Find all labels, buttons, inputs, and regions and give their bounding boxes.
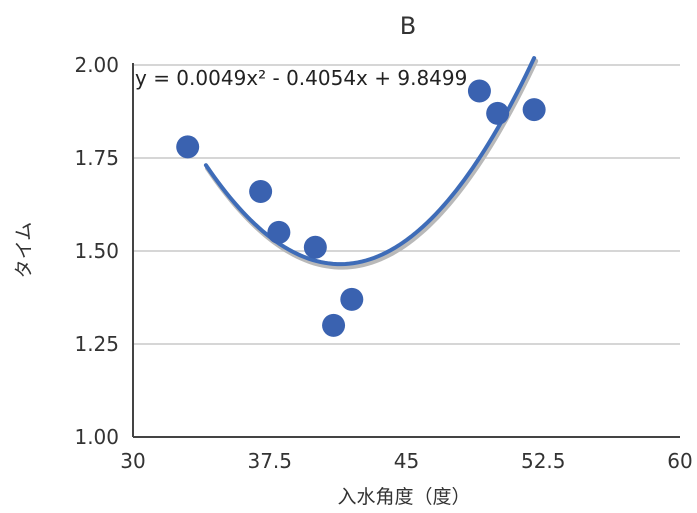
data-point xyxy=(340,287,364,311)
axes xyxy=(132,63,680,438)
trendline-equation: y = 0.0049x² - 0.4054x + 9.8499 xyxy=(135,66,467,90)
data-point xyxy=(267,220,291,244)
y-tick-label: 1.50 xyxy=(74,239,119,263)
y-axis-label: タイム xyxy=(13,222,35,279)
gridlines xyxy=(133,64,680,345)
data-point xyxy=(303,235,327,259)
chart-title: B xyxy=(400,12,416,40)
data-point xyxy=(486,101,510,125)
tick-labels: 1.00 1.25 1.50 1.75 2.00 30 37.5 45 52.5 60 xyxy=(74,53,692,473)
x-tick-label: 52.5 xyxy=(521,449,566,473)
y-tick-label: 2.00 xyxy=(74,53,119,77)
y-tick-label: 1.25 xyxy=(74,332,119,356)
data-point xyxy=(467,79,491,103)
y-tick-label: 1.75 xyxy=(74,146,119,170)
data-point xyxy=(176,135,200,159)
x-tick-label: 45 xyxy=(394,449,419,473)
x-tick-label: 37.5 xyxy=(247,449,292,473)
data-point xyxy=(522,98,546,122)
trendline xyxy=(203,56,539,270)
data-point xyxy=(322,313,346,337)
y-tick-label: 1.00 xyxy=(74,425,119,449)
trendline-curve xyxy=(203,56,537,267)
x-tick-label: 60 xyxy=(667,449,692,473)
data-point xyxy=(249,179,273,203)
labels: B y = 0.0049x² - 0.4054x + 9.8499 入水角度（度… xyxy=(13,12,471,508)
x-axis-label: 入水角度（度） xyxy=(337,486,470,508)
x-tick-label: 30 xyxy=(120,449,145,473)
data-points xyxy=(176,79,546,337)
